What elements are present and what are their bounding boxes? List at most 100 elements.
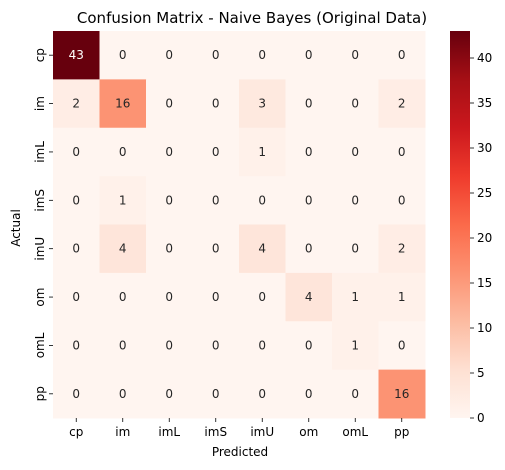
x-tick-label: omL [342, 425, 368, 439]
heatmap-cell [146, 31, 193, 80]
y-tick-label: imS [33, 189, 47, 212]
heatmap-cell [378, 127, 426, 177]
cell-value-label: 0 [165, 145, 173, 159]
cell-value-label: 0 [165, 387, 173, 401]
cell-value-label: 0 [258, 193, 266, 207]
heatmap-cell [378, 31, 426, 80]
x-axis-label: Predicted [212, 445, 268, 459]
cell-value-label: 0 [212, 97, 220, 111]
heatmap-cell [99, 272, 147, 322]
cell-value-label: 0 [165, 338, 173, 352]
cell-value-label: 4 [119, 242, 127, 256]
heatmap-cell [99, 79, 147, 129]
cell-value-label: 0 [119, 145, 127, 159]
x-tick-label: imU [250, 425, 274, 439]
cell-value-label: 0 [258, 387, 266, 401]
y-tick-label: omL [33, 332, 47, 358]
heatmap-cell [378, 176, 426, 225]
cell-value-label: 0 [258, 48, 266, 62]
heatmap-cell [239, 369, 286, 419]
heatmap-cell [192, 272, 240, 322]
y-tick-labels: cp im imL imS imU om omL pp [33, 48, 53, 401]
colorbar-tick-label: 20 [477, 231, 492, 245]
cell-value-label: 0 [72, 242, 80, 256]
cell-value-label: 0 [398, 48, 406, 62]
cell-value-label: 0 [119, 387, 127, 401]
chart-title: Confusion Matrix - Naive Bayes (Original… [77, 9, 427, 27]
cell-value-label: 0 [305, 145, 313, 159]
colorbar-gradient [450, 31, 470, 418]
heatmap-cell [332, 31, 379, 80]
heatmap-cell [285, 31, 333, 80]
cell-value-label: 0 [212, 242, 220, 256]
cell-value-label: 1 [351, 290, 359, 304]
heatmap-cell [192, 369, 240, 419]
heatmap-cell [99, 321, 147, 371]
y-tick-label: pp [33, 386, 47, 401]
heatmap-cell [239, 79, 286, 129]
cell-value-label: 0 [212, 193, 220, 207]
cell-value-label: 0 [351, 242, 359, 256]
cell-value-label: 3 [258, 97, 266, 111]
cell-value-label: 0 [72, 145, 80, 159]
cell-value-label: 0 [351, 48, 359, 62]
heatmap-cell [332, 176, 379, 225]
heatmap-cell [285, 321, 333, 371]
y-tick-label: imL [33, 141, 47, 163]
cell-value-label: 0 [398, 145, 406, 159]
heatmap-cell [53, 79, 100, 129]
heatmap-cell [332, 321, 379, 371]
cell-value-label: 0 [305, 338, 313, 352]
heatmap-cell [285, 127, 333, 177]
cell-value-label: 0 [72, 290, 80, 304]
colorbar-tick-label: 10 [477, 321, 492, 335]
heatmap-cell [192, 79, 240, 129]
cell-value-label: 0 [165, 193, 173, 207]
heatmap-cell [146, 272, 193, 322]
cell-value-label: 0 [351, 97, 359, 111]
heatmap-cell [146, 321, 193, 371]
cell-value-label: 0 [398, 193, 406, 207]
heatmap-cell [146, 79, 193, 129]
cell-value-label: 0 [212, 338, 220, 352]
cell-value-label: 0 [165, 242, 173, 256]
cell-value-label: 0 [165, 290, 173, 304]
cell-value-label: 0 [305, 387, 313, 401]
cell-value-label: 1 [351, 338, 359, 352]
cell-value-label: 1 [398, 290, 406, 304]
cell-value-label: 0 [165, 97, 173, 111]
cell-value-label: 0 [72, 193, 80, 207]
y-tick-label: im [33, 96, 47, 111]
cell-value-label: 0 [258, 338, 266, 352]
cell-value-label: 0 [258, 290, 266, 304]
heatmap-cell [99, 31, 147, 80]
heatmap-cell [285, 272, 333, 322]
heatmap-cell [378, 272, 426, 322]
heatmap-cell [146, 224, 193, 274]
cell-value-label: 0 [165, 48, 173, 62]
heatmap-cell [192, 224, 240, 274]
cell-value-label: 0 [351, 145, 359, 159]
x-tick-label: im [115, 425, 130, 439]
heatmap-cell [53, 224, 100, 274]
cell-value-label: 1 [258, 145, 266, 159]
heatmap-cells: 43 0 0 0 0 0 0 0 2 16 0 0 3 0 0 2 0 0 0 0 1 0 0 0 0 1 0 0 0 0 0 0 0 4 0 0 4 0… [53, 31, 426, 419]
cell-value-label: 0 [212, 48, 220, 62]
cell-value-label: 2 [398, 97, 406, 111]
cell-value-label: 2 [398, 242, 406, 256]
colorbar: 0 5 10 15 20 25 30 35 40 [450, 31, 492, 425]
cell-value-label: 4 [258, 242, 266, 256]
x-tick-label: pp [394, 425, 409, 439]
colorbar-tick-label: 25 [477, 186, 492, 200]
heatmap-cell [146, 127, 193, 177]
x-tick-label: om [299, 425, 318, 439]
heatmap-cell [332, 127, 379, 177]
cell-value-label: 16 [394, 387, 409, 401]
heatmap-cell [378, 321, 426, 371]
cell-value-label: 16 [115, 97, 130, 111]
heatmap-cell [332, 224, 379, 274]
heatmap-cell [332, 369, 379, 419]
heatmap-cell [285, 369, 333, 419]
cell-value-label: 4 [305, 290, 313, 304]
cell-value-label: 0 [72, 387, 80, 401]
